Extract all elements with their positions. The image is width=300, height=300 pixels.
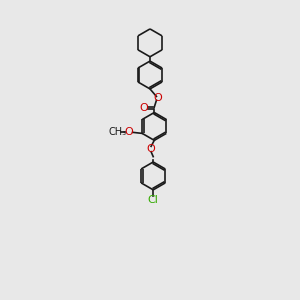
Text: O: O [147, 143, 155, 154]
Text: Cl: Cl [148, 195, 159, 205]
Text: O: O [153, 92, 162, 103]
Text: CH₃: CH₃ [109, 127, 127, 137]
Text: O: O [140, 103, 148, 113]
Text: O: O [124, 127, 133, 137]
